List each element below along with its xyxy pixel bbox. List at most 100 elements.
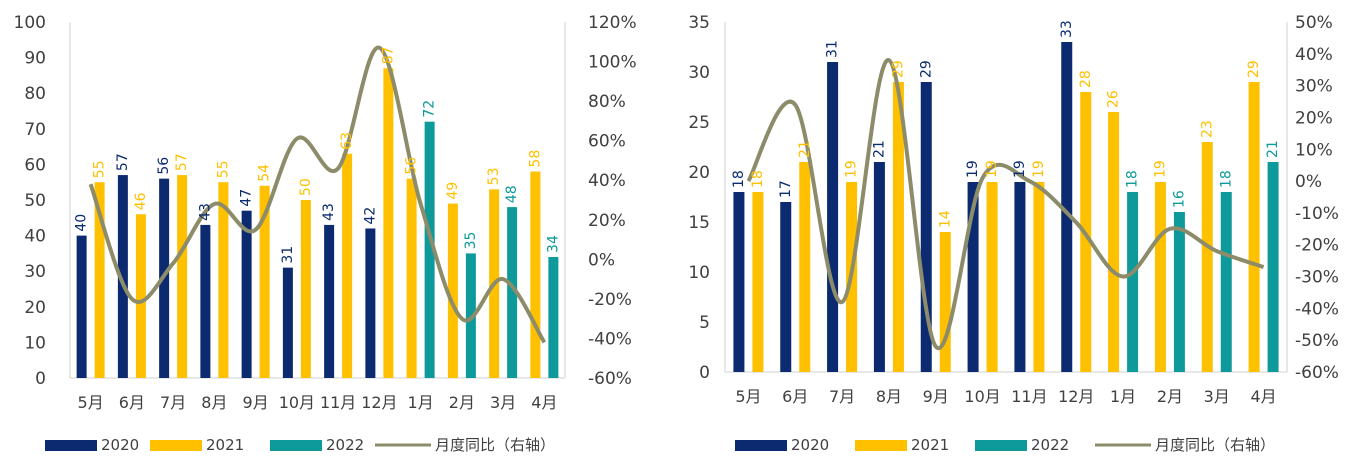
data-label-2021: 49	[445, 182, 461, 200]
bar-2022	[548, 256, 559, 378]
x-tick-label: 7月	[829, 387, 855, 406]
x-tick-label: 4月	[1250, 387, 1276, 406]
bar-2020	[324, 224, 335, 378]
x-tick-label: 7月	[160, 393, 186, 412]
bar-2020	[1014, 182, 1026, 372]
x-tick-label: 12月	[1058, 387, 1094, 406]
legend-label: 2020	[101, 436, 139, 454]
data-label-2021: 58	[527, 150, 543, 168]
y2-tick-label: 10%	[1295, 140, 1333, 160]
bar-2020	[733, 192, 745, 372]
y2-tick-label: 30%	[1295, 77, 1333, 97]
y2-tick-label: 40%	[588, 171, 626, 191]
bar-2021	[1033, 182, 1045, 372]
x-tick-label: 9月	[243, 393, 269, 412]
legend-label: 2021	[206, 436, 244, 454]
y2-tick-label: 0%	[1295, 172, 1322, 192]
x-tick-label: 6月	[119, 393, 145, 412]
data-label-2020: 17	[778, 180, 794, 198]
data-label-2020: 40	[74, 214, 90, 232]
y2-tick-label: -50%	[1295, 331, 1339, 351]
data-label-2020: 19	[965, 160, 981, 178]
x-tick-label: 8月	[876, 387, 902, 406]
bar-2020	[365, 228, 376, 378]
y-tick-label: 20	[688, 163, 710, 183]
bar-2021	[342, 153, 353, 378]
y2-tick-label: -40%	[1295, 299, 1339, 319]
x-tick-label: 1月	[1110, 387, 1136, 406]
bar-2020	[827, 62, 839, 372]
bar-2021	[94, 182, 105, 378]
y-tick-label: 10	[24, 333, 46, 353]
bar-2020	[920, 82, 932, 372]
bar-2022	[424, 121, 435, 379]
data-label-2020: 33	[1059, 20, 1075, 38]
legend-swatch-2022	[975, 440, 1027, 451]
data-label-2021: 19	[844, 160, 860, 178]
bar-2021	[939, 232, 951, 372]
bar-2022	[1220, 192, 1232, 372]
bar-2021	[177, 175, 188, 378]
data-label-2022: 18	[1218, 170, 1234, 188]
data-label-2021: 57	[174, 153, 190, 171]
bar-2022	[507, 207, 518, 378]
x-tick-label: 11月	[1011, 387, 1047, 406]
x-tick-label: 2月	[1157, 387, 1183, 406]
bar-2021	[218, 182, 229, 378]
bar-2020	[780, 202, 792, 372]
data-label-2021: 19	[984, 160, 1000, 178]
data-label-2021: 19	[1152, 160, 1168, 178]
bar-2021	[986, 182, 998, 372]
data-label-2020: 43	[321, 203, 337, 221]
legend-label: 2022	[1031, 436, 1069, 454]
y-tick-label: 30	[688, 63, 710, 83]
x-tick-label: 5月	[78, 393, 104, 412]
y2-tick-label: -20%	[1295, 236, 1339, 256]
legend-swatch-2020	[45, 440, 97, 451]
y-tick-label: 90	[24, 49, 46, 69]
bar-2021	[135, 214, 146, 378]
legend-swatch-2021	[855, 440, 907, 451]
y-tick-label: 10	[688, 263, 710, 283]
bar-2021	[1108, 112, 1120, 372]
data-label-2020: 29	[918, 60, 934, 78]
bar-2020	[200, 224, 211, 378]
y-tick-label: 15	[688, 213, 710, 233]
y2-tick-label: 100%	[588, 53, 637, 73]
y-tick-label: 0	[35, 369, 46, 389]
x-tick-label: 3月	[1204, 387, 1230, 406]
legend-label: 2022	[326, 436, 364, 454]
x-tick-label: 2月	[449, 393, 475, 412]
data-label-2020: 31	[280, 246, 296, 264]
data-label-2021: 14	[937, 210, 953, 228]
data-label-2021: 53	[486, 167, 502, 185]
bar-2021	[530, 171, 541, 378]
y2-tick-label: 50%	[1295, 13, 1333, 33]
data-label-2021: 46	[133, 192, 149, 210]
y2-tick-label: 80%	[588, 92, 626, 112]
bar-2021	[406, 178, 417, 378]
bar-2022	[1173, 212, 1185, 372]
y2-tick-label: -10%	[1295, 204, 1339, 224]
data-label-2021: 55	[215, 160, 231, 178]
y-tick-label: 20	[24, 298, 46, 318]
data-label-2021: 29	[890, 60, 906, 78]
data-label-2022: 48	[504, 185, 520, 203]
data-label-2021: 18	[750, 170, 766, 188]
data-label-2020: 57	[115, 153, 131, 171]
y2-tick-label: 0%	[588, 250, 615, 270]
bar-2021	[1201, 142, 1213, 372]
y-tick-label: 0	[699, 363, 710, 383]
y2-tick-label: 20%	[1295, 108, 1333, 128]
bar-2021	[799, 162, 811, 372]
data-label-2022: 18	[1125, 170, 1141, 188]
x-tick-label: 3月	[490, 393, 516, 412]
data-label-2020: 31	[825, 40, 841, 58]
legend-swatch-2021	[150, 440, 202, 451]
data-label-2021: 63	[339, 132, 355, 150]
legend-label: 月度同比（右轴）	[435, 436, 555, 454]
x-tick-label: 4月	[531, 393, 557, 412]
data-label-2020: 21	[871, 140, 887, 158]
x-tick-label: 1月	[408, 393, 434, 412]
